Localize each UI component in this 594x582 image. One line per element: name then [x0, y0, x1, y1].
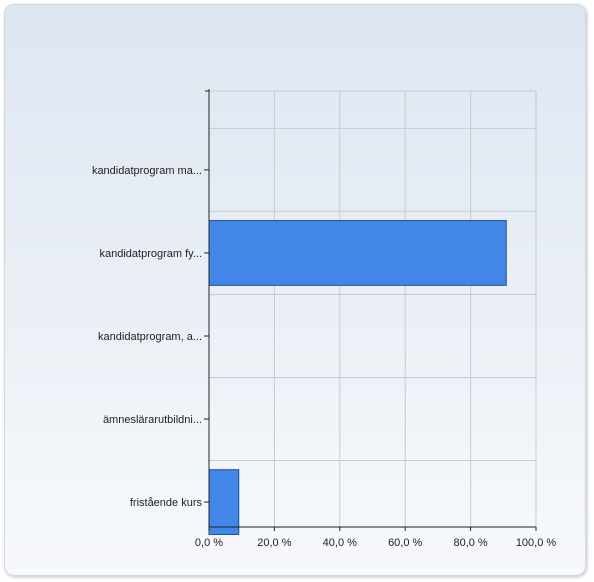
x-tick-label: 20,0 % [257, 537, 291, 549]
x-tick-label: 80,0 % [453, 537, 487, 549]
x-tick-label: 60,0 % [388, 537, 422, 549]
bar [208, 220, 507, 286]
chart-panel: kandidatprogram ma... kandidatprogram fy.… [4, 4, 586, 576]
y-tick-label: kandidatprogram, a... [98, 331, 202, 343]
y-tick-label: fristående kurs [130, 497, 203, 509]
x-tick-label: 100,0 % [516, 537, 557, 549]
y-tick-label: kandidatprogram ma... [92, 165, 202, 177]
bar [208, 469, 240, 535]
y-tick-label: ämneslärarutbildni... [103, 414, 202, 426]
x-tick-label: 40,0 % [323, 537, 357, 549]
y-tick-label: kandidatprogram fy... [99, 248, 202, 260]
x-tick-label: 0,0 % [195, 537, 223, 549]
bar-chart: kandidatprogram ma... kandidatprogram fy.… [92, 89, 557, 549]
